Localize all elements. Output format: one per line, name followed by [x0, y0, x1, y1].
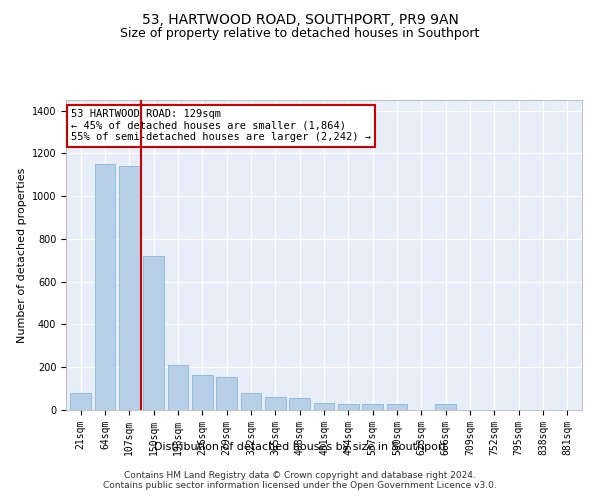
Bar [314, 402, 334, 410]
Text: Contains HM Land Registry data © Crown copyright and database right 2024.
Contai: Contains HM Land Registry data © Crown c… [103, 470, 497, 490]
Bar [143, 256, 164, 410]
Bar [119, 166, 140, 410]
Y-axis label: Number of detached properties: Number of detached properties [17, 168, 28, 342]
Text: Distribution of detached houses by size in Southport: Distribution of detached houses by size … [154, 442, 446, 452]
Bar [386, 404, 407, 410]
Bar [241, 393, 262, 410]
Text: 53 HARTWOOD ROAD: 129sqm
← 45% of detached houses are smaller (1,864)
55% of sem: 53 HARTWOOD ROAD: 129sqm ← 45% of detach… [71, 110, 371, 142]
Bar [70, 393, 91, 410]
Text: 53, HARTWOOD ROAD, SOUTHPORT, PR9 9AN: 53, HARTWOOD ROAD, SOUTHPORT, PR9 9AN [142, 12, 458, 26]
Bar [265, 397, 286, 410]
Bar [362, 404, 383, 410]
Bar [167, 365, 188, 410]
Bar [436, 404, 456, 410]
Bar [95, 164, 115, 410]
Bar [216, 377, 237, 410]
Text: Size of property relative to detached houses in Southport: Size of property relative to detached ho… [121, 28, 479, 40]
Bar [192, 374, 212, 410]
Bar [338, 404, 359, 410]
Bar [289, 398, 310, 410]
